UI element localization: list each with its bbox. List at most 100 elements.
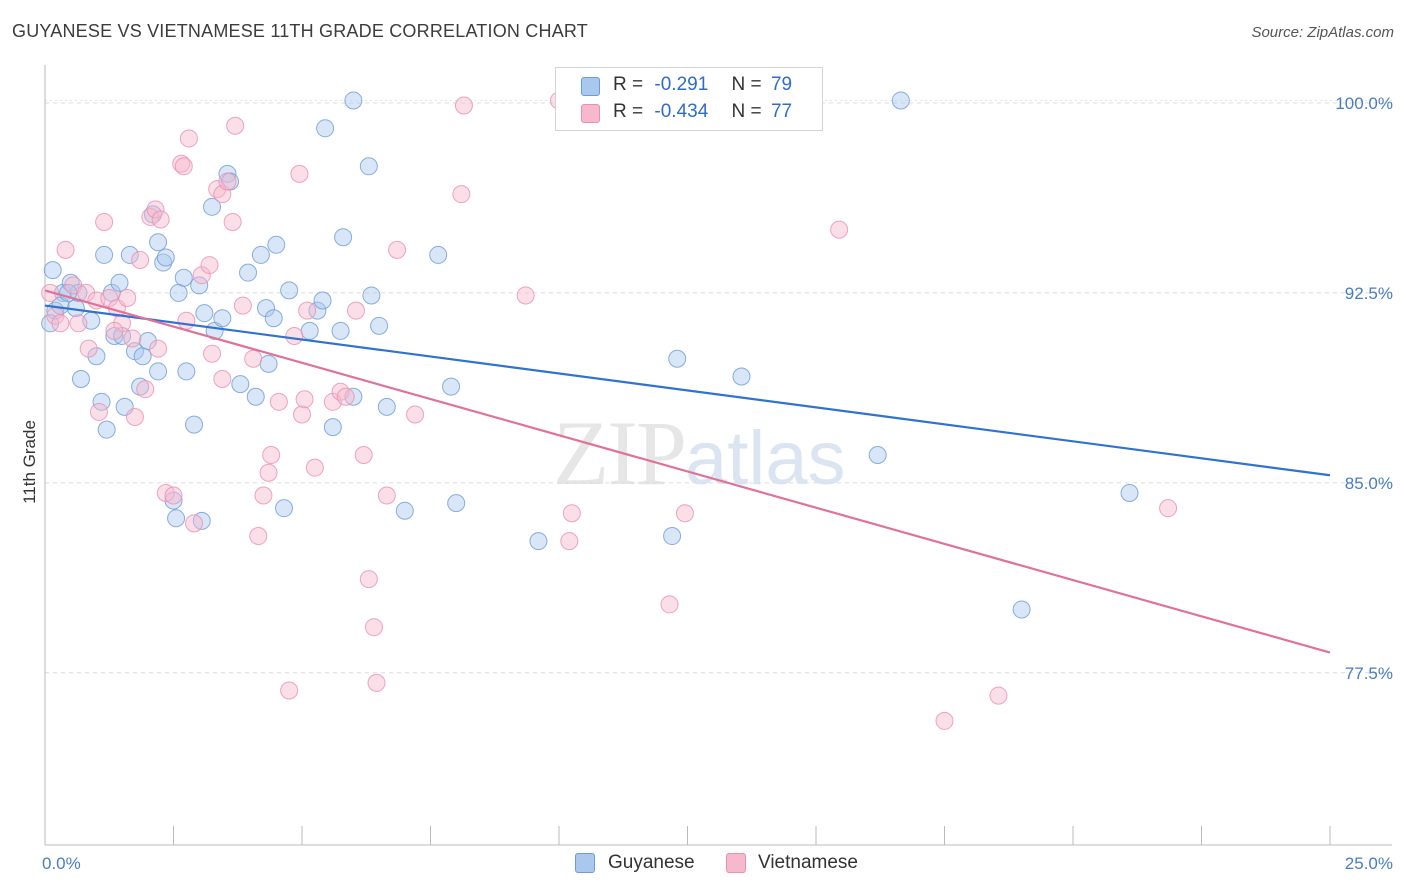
tick-labels: 77.5% 85.0% 92.5% 100.0% 0.0% 25.0%: [42, 94, 1393, 873]
guyanese-point: [1012, 600, 1031, 619]
vietnamese-point: [285, 326, 304, 345]
vietnamese-point: [249, 527, 268, 546]
vietnamese-point: [359, 570, 378, 589]
guyanese-point: [257, 299, 276, 318]
guyanese-trend-line: [44, 304, 1331, 477]
n-value: 77: [770, 101, 793, 122]
guyanese-point: [447, 494, 466, 513]
vietnamese-point: [516, 286, 535, 305]
guyanese-point: [732, 367, 751, 386]
vietnamese-point: [262, 446, 281, 464]
vietnamese-point: [149, 339, 168, 358]
watermark: ZIPatlas: [553, 400, 846, 506]
y-tick-label: 85.0%: [1345, 474, 1393, 493]
vietnamese-point: [269, 392, 288, 411]
vietnamese-point: [203, 344, 222, 363]
guyanese-point: [395, 501, 414, 520]
guyanese-point: [239, 263, 258, 282]
guyanese-point: [174, 268, 193, 287]
x-tick-label: 0.0%: [42, 854, 81, 873]
n-label: N =: [731, 101, 762, 122]
guyanese-point: [203, 197, 222, 216]
vietnamese-point: [100, 288, 119, 307]
guyanese-point: [156, 248, 175, 267]
guyanese-point: [251, 245, 270, 264]
vietnamese-point: [105, 321, 124, 340]
vietnamese-point: [177, 311, 196, 330]
x-tick-label: 25.0%: [1345, 854, 1393, 873]
guyanese-point: [61, 273, 80, 292]
vietnamese-point: [295, 390, 314, 409]
guyanese-swatch: [581, 77, 600, 96]
vietnamese-point: [123, 329, 142, 348]
vietnamese-point: [185, 514, 204, 533]
guyanese-point: [275, 499, 294, 518]
guyanese-point: [529, 532, 548, 551]
guyanese-point: [246, 387, 265, 406]
vietnamese-point: [208, 180, 227, 199]
legend-text-guyanese: R = -0.291 N = 79: [613, 74, 792, 96]
vietnamese-point: [388, 240, 407, 259]
guyanese-point: [138, 332, 157, 351]
y-tick-label: 100.0%: [1335, 94, 1393, 113]
chart-source: Source: ZipAtlas.com: [1251, 24, 1394, 41]
vietnamese-point: [280, 681, 299, 700]
vietnamese-swatch: [581, 104, 600, 123]
guyanese-point: [668, 349, 687, 368]
guyanese-point: [264, 309, 283, 328]
guyanese-point: [92, 392, 111, 411]
y-tick-label: 77.5%: [1345, 664, 1393, 683]
vietnamese-point: [989, 686, 1008, 705]
vietnamese-point: [51, 314, 70, 333]
trend-lines: [44, 289, 1331, 654]
data-points: [41, 91, 1178, 730]
vietnamese-point: [454, 96, 473, 115]
vietnamese-point: [89, 402, 108, 421]
vietnamese-point: [660, 595, 679, 614]
guyanese-point: [149, 233, 168, 252]
guyanese-point: [195, 304, 214, 323]
vietnamese-point: [118, 288, 137, 307]
guyanese-point: [185, 415, 204, 434]
vietnamese-point: [95, 213, 114, 232]
guyanese-point: [149, 362, 168, 381]
guyanese-point: [167, 509, 186, 528]
guyanese-point: [110, 273, 129, 292]
vietnamese-legend-swatch: [726, 853, 746, 873]
guyanese-point: [344, 91, 363, 110]
guyanese-point: [323, 418, 342, 437]
guyanese-point: [891, 91, 910, 110]
guyanese-point: [359, 157, 378, 176]
vietnamese-point: [560, 532, 579, 551]
guyanese-point: [169, 283, 188, 302]
guyanese-legend-swatch: [575, 853, 595, 873]
vietnamese-point: [125, 408, 144, 427]
vietnamese-trend-line: [44, 289, 1331, 654]
guyanese-point: [331, 321, 350, 340]
vietnamese-point: [364, 618, 383, 637]
vietnamese-point: [830, 220, 849, 239]
vietnamese-point: [675, 504, 694, 523]
vietnamese-point: [213, 370, 232, 389]
guyanese-point: [95, 245, 114, 264]
guyanese-point: [97, 420, 116, 439]
vietnamese-point: [562, 504, 581, 523]
guyanese-point: [213, 309, 232, 328]
guyanese-point: [1120, 483, 1139, 502]
axes: [44, 65, 1392, 846]
guyanese-point: [177, 362, 196, 381]
vietnamese-point: [377, 486, 396, 505]
r-value: -0.434: [654, 101, 709, 122]
guyanese-point: [442, 377, 461, 396]
correlation-legend: R = -0.291 N = 79 R = -0.434 N = 77: [555, 67, 823, 131]
vietnamese-point: [174, 157, 193, 176]
guyanese-point: [231, 375, 250, 394]
vietnamese-point: [79, 339, 98, 358]
vietnamese-point: [254, 486, 273, 505]
legend-text-vietnamese: R = -0.434 N = 77: [613, 101, 792, 123]
vietnamese-point: [218, 172, 237, 191]
guyanese-point: [313, 291, 332, 310]
vietnamese-point: [406, 405, 425, 424]
vietnamese-point: [179, 129, 198, 148]
